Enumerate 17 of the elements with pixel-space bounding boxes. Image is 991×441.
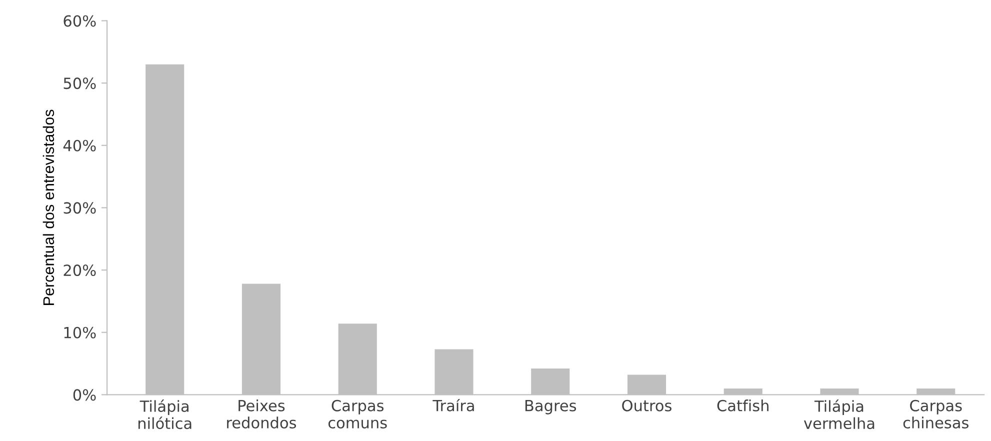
x-tick-label: Tilápia nilótica (138, 400, 192, 430)
y-tick-label: 30% (64, 202, 96, 214)
x-tick-label: Carpas chinesas (903, 400, 968, 428)
y-tick-label: 60% (64, 15, 96, 27)
x-tick-label: Carpas comuns (328, 400, 387, 428)
x-tick-label: Outros (622, 400, 672, 412)
y-tick-label: 20% (64, 264, 96, 276)
x-tick-label: Traíra (432, 398, 474, 412)
y-tick-label: 40% (63, 140, 96, 152)
x-tick-label: Peixes redondos (227, 400, 296, 428)
x-tick-label: Tilápia vermelha (804, 400, 874, 430)
y-tick-label: 10% (64, 326, 96, 338)
x-tick-label: Bagres (525, 400, 576, 414)
y-tick-label: 0% (73, 389, 96, 401)
x-tick-label: Catfish (717, 400, 768, 412)
y-axis-title: Percentual dos entrevistados (42, 110, 54, 305)
y-tick-label: 50% (64, 78, 96, 90)
